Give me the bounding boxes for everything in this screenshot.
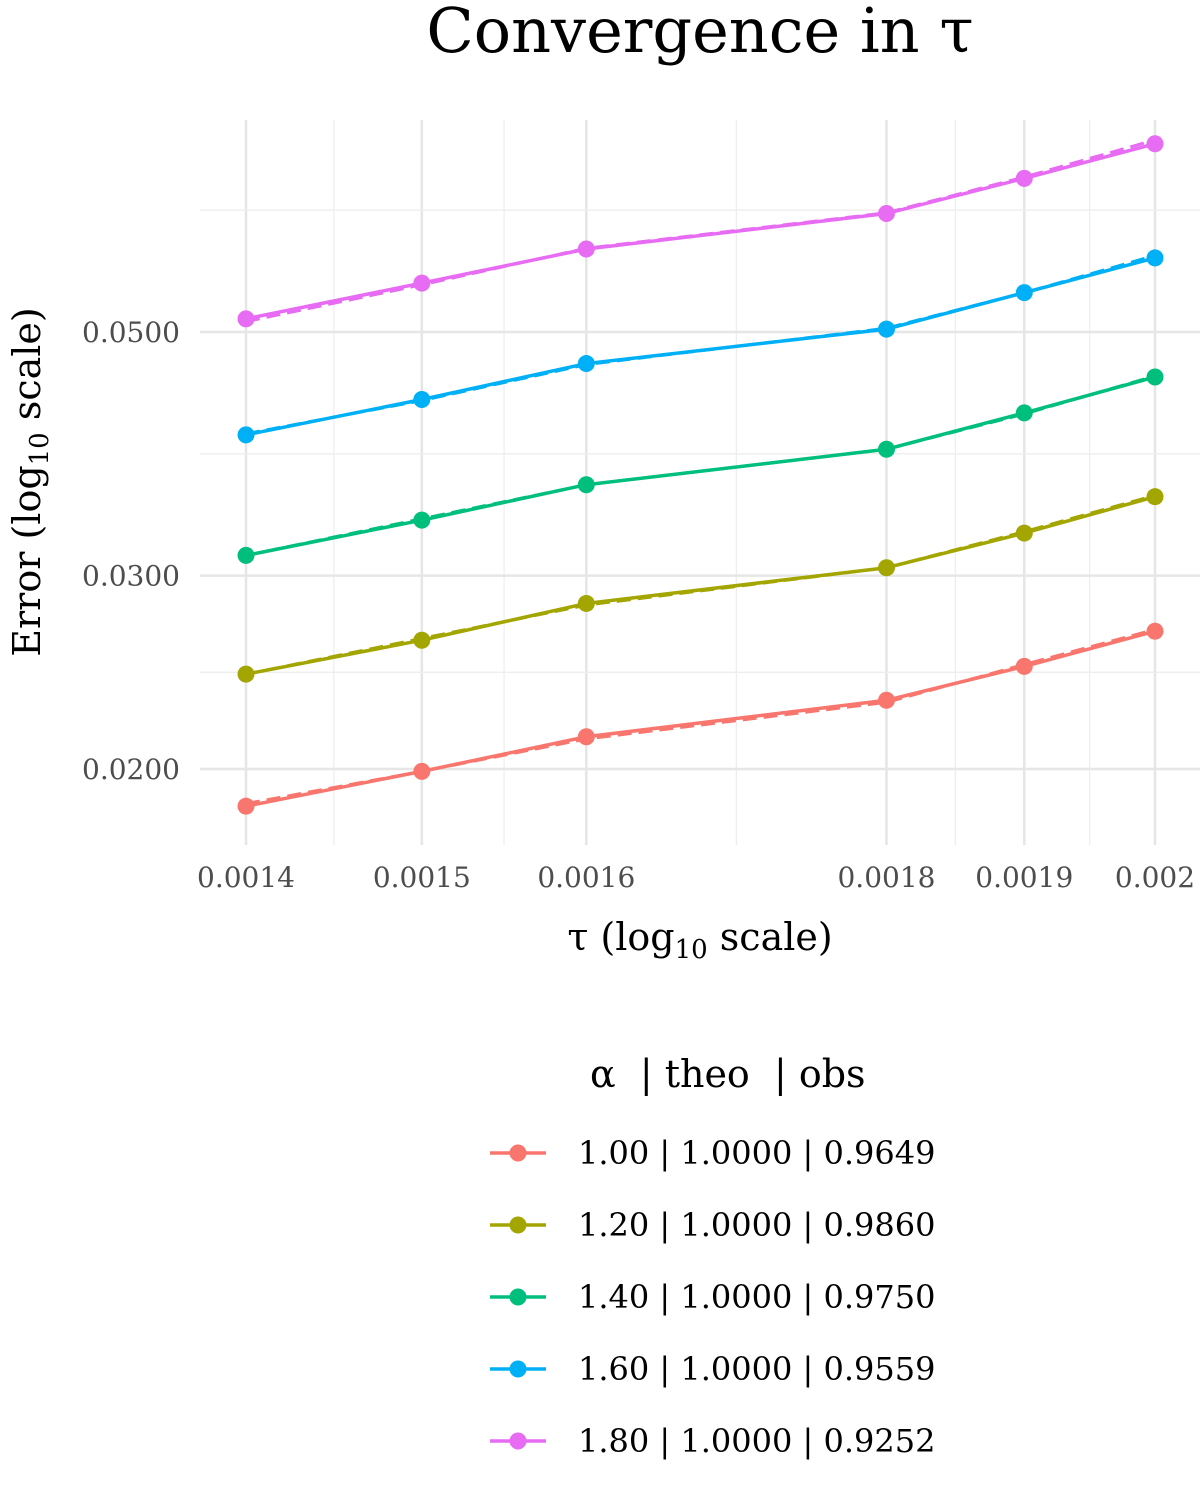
legend-item: 1.20 | 1.0000 | 0.9860 <box>490 1206 935 1244</box>
x-tick-label: 0.0018 <box>837 861 935 894</box>
x-axis-title-subscript: 10 <box>675 935 708 965</box>
legend-label: 1.40 | 1.0000 | 0.9750 <box>578 1278 935 1316</box>
data-point <box>237 546 255 564</box>
legend-key-point <box>509 1144 527 1162</box>
observed-line <box>245 495 1156 676</box>
y-tick-label: 0.0300 <box>82 560 180 593</box>
x-axis-title: τ (log10 scale) <box>567 915 832 965</box>
observed-line <box>245 375 1156 558</box>
x-tick-label: 0.002 <box>1115 861 1195 894</box>
legend-item: 1.80 | 1.0000 | 0.9252 <box>490 1422 935 1460</box>
x-tick-label: 0.0015 <box>373 861 471 894</box>
series-0 <box>237 622 1164 815</box>
data-point <box>413 511 431 529</box>
series-4 <box>237 135 1164 328</box>
y-tick-label: 0.0200 <box>82 753 180 786</box>
data-point <box>1146 488 1164 506</box>
y-axis-tick-labels: 0.0200 0.0300 0.0500 <box>82 316 180 786</box>
legend-items: 1.00 | 1.0000 | 0.9649 1.20 | 1.0000 | 0.… <box>490 1134 935 1460</box>
grid <box>200 120 1200 845</box>
data-point <box>577 728 595 746</box>
data-point <box>1146 368 1164 386</box>
data-point <box>1015 284 1033 302</box>
data-point <box>577 594 595 612</box>
data-point <box>413 631 431 649</box>
legend-item: 1.40 | 1.0000 | 0.9750 <box>490 1278 935 1316</box>
series-layer <box>237 135 1164 815</box>
legend-key-point <box>509 1216 527 1234</box>
x-tick-label: 0.0014 <box>197 861 295 894</box>
data-point <box>413 391 431 409</box>
data-point <box>1015 524 1033 542</box>
data-point <box>577 476 595 494</box>
chart-title: Convergence in τ <box>426 0 973 67</box>
observed-line <box>245 142 1156 321</box>
data-point <box>877 440 895 458</box>
legend-label: 1.00 | 1.0000 | 0.9649 <box>578 1134 935 1172</box>
y-axis-title-tail: scale) <box>5 307 49 432</box>
legend-label: 1.60 | 1.0000 | 0.9559 <box>578 1350 935 1388</box>
reference-line <box>245 138 1156 324</box>
legend-item: 1.00 | 1.0000 | 0.9649 <box>490 1134 935 1172</box>
legend-label: 1.80 | 1.0000 | 0.9252 <box>578 1422 935 1460</box>
legend-key-point <box>509 1432 527 1450</box>
data-point <box>1015 657 1033 675</box>
data-point <box>237 797 255 815</box>
data-point <box>1146 135 1164 153</box>
data-point <box>1146 622 1164 640</box>
x-axis-title-tail: scale) <box>708 915 833 959</box>
data-point <box>1015 169 1033 187</box>
data-point <box>877 205 895 223</box>
data-point <box>877 559 895 577</box>
x-tick-label: 0.0016 <box>537 861 635 894</box>
y-axis-title-main: Error (log <box>5 465 49 656</box>
observed-line <box>245 629 1156 808</box>
data-point <box>413 274 431 292</box>
legend-item: 1.60 | 1.0000 | 0.9559 <box>490 1350 935 1388</box>
legend: α | theo | obs 1.00 | 1.0000 | 0.9649 1.2… <box>490 1052 935 1460</box>
data-point <box>237 426 255 444</box>
observed-line <box>245 256 1156 437</box>
data-point <box>1015 404 1033 422</box>
y-axis-title: Error (log10 scale) <box>5 307 55 656</box>
series-1 <box>237 488 1164 683</box>
data-point <box>237 310 255 328</box>
data-point <box>577 240 595 258</box>
x-axis-title-main: τ (log <box>567 915 674 959</box>
data-point <box>413 762 431 780</box>
legend-key-point <box>509 1288 527 1306</box>
series-3 <box>237 249 1164 444</box>
legend-label: 1.20 | 1.0000 | 0.9860 <box>578 1206 935 1244</box>
x-tick-label: 0.0019 <box>975 861 1073 894</box>
x-axis-tick-labels: 0.0014 0.0015 0.0016 0.0018 0.0019 0.002 <box>197 861 1195 894</box>
y-tick-label: 0.0500 <box>82 316 180 349</box>
data-point <box>237 665 255 683</box>
data-point <box>877 691 895 709</box>
legend-title: α | theo | obs <box>590 1052 866 1096</box>
series-2 <box>237 368 1164 564</box>
data-point <box>877 320 895 338</box>
data-point <box>577 355 595 373</box>
data-point <box>1146 249 1164 267</box>
y-axis-title-subscript: 10 <box>25 432 55 465</box>
legend-key-point <box>509 1360 527 1378</box>
